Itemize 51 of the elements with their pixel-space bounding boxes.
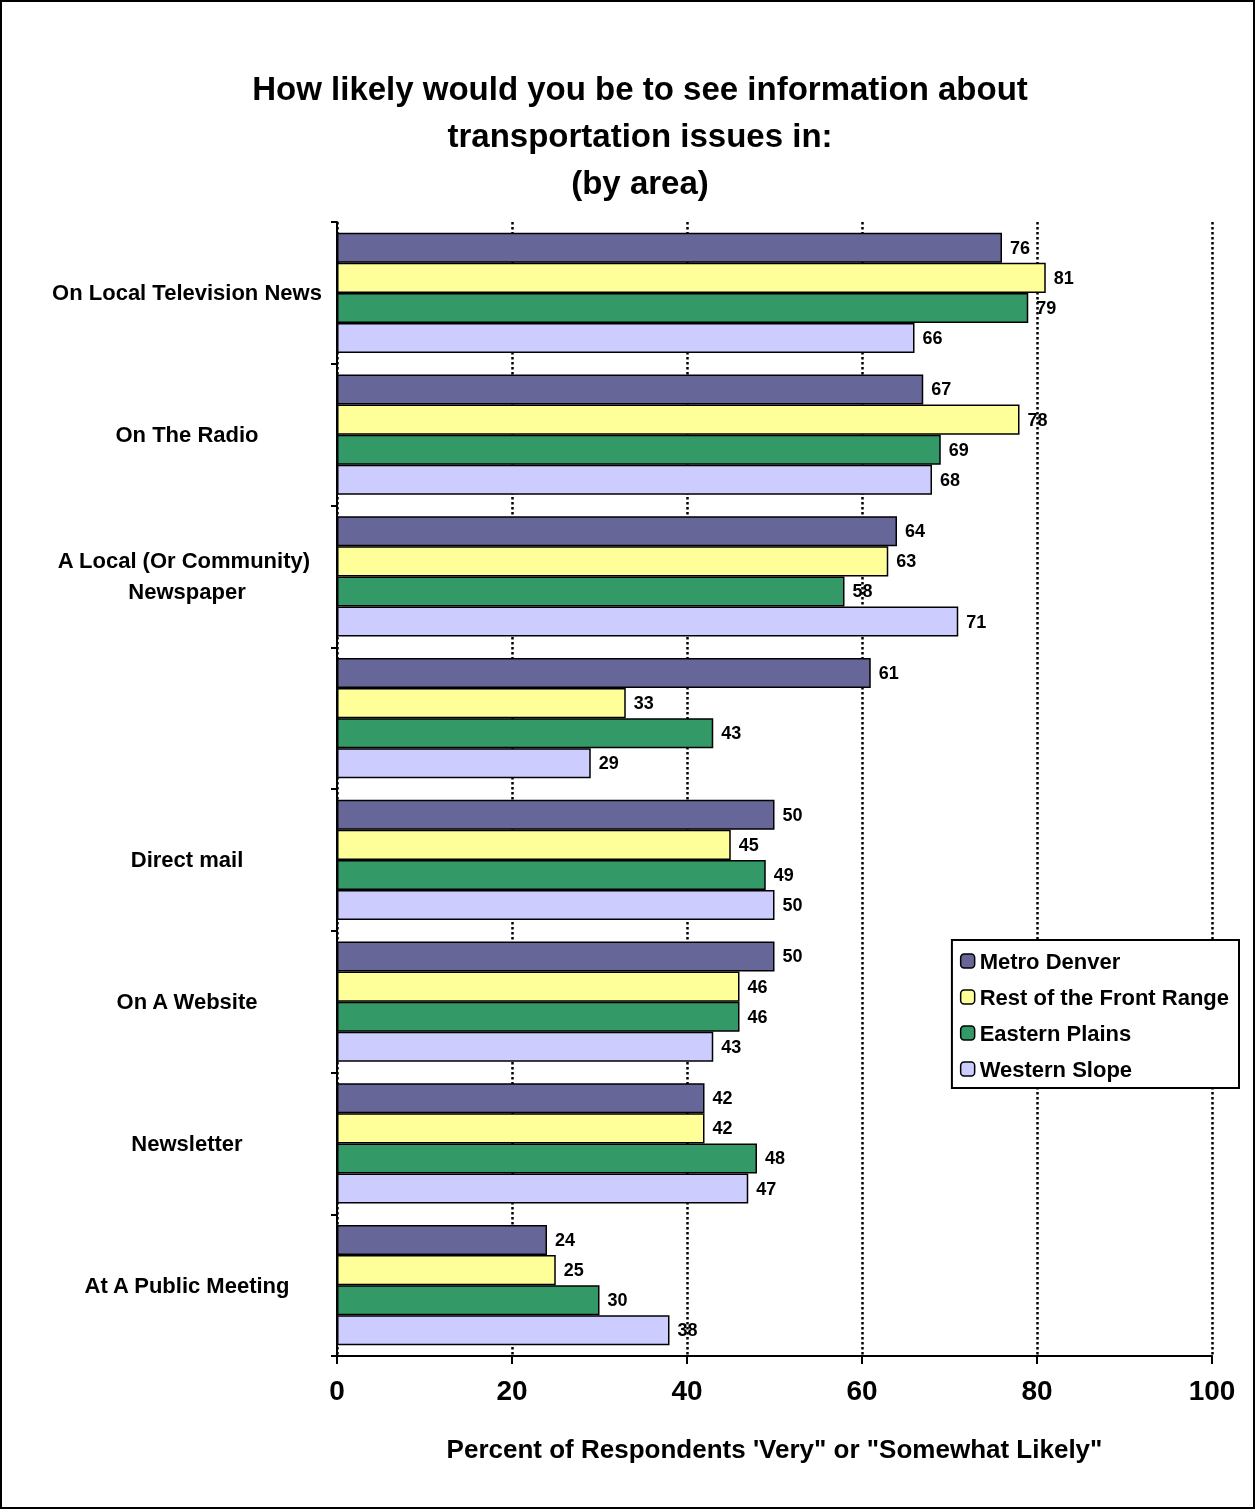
data-label: 25: [563, 1260, 584, 1281]
y-tick-label: On Local Television News: [52, 280, 322, 306]
x-tick-label: 100: [1188, 1374, 1236, 1406]
data-label: 81: [1053, 267, 1074, 288]
data-label: 46: [747, 976, 768, 997]
data-label: 78: [1027, 409, 1048, 430]
x-tick-label: 80: [1021, 1374, 1053, 1406]
y-tick-label: On A Website: [116, 989, 258, 1015]
data-label: 50: [782, 946, 803, 967]
data-label: 50: [782, 804, 803, 825]
y-tick-label: At A Public Meeting: [84, 1272, 290, 1298]
data-label: 38: [677, 1320, 698, 1341]
legend-label: Metro Denver: [979, 948, 1121, 974]
data-label: 29: [598, 753, 619, 774]
y-tick-label: Direct mail: [130, 847, 244, 873]
data-label: 68: [940, 469, 961, 490]
data-label: 67: [931, 379, 952, 400]
x-tick-label: 0: [329, 1374, 345, 1406]
data-label: 24: [555, 1229, 576, 1250]
data-label: 71: [966, 611, 987, 632]
y-tick-label: A Local (Or Community) Newspaper: [57, 548, 317, 605]
data-label: 49: [773, 864, 794, 885]
data-label: 58: [852, 581, 873, 602]
x-tick-label: 40: [671, 1374, 703, 1406]
data-label: 47: [756, 1178, 777, 1199]
data-label: 42: [712, 1088, 733, 1109]
data-label: 30: [607, 1290, 628, 1311]
data-label: 46: [747, 1006, 768, 1027]
data-label: 64: [905, 521, 926, 542]
data-label: 61: [878, 662, 899, 683]
data-label: 48: [765, 1148, 786, 1169]
data-label: 42: [712, 1118, 733, 1139]
legend-label: Rest of the Front Range: [979, 984, 1230, 1010]
data-label: 63: [896, 551, 917, 572]
data-label: 33: [633, 693, 654, 714]
data-label: 43: [721, 1036, 742, 1057]
data-label: 66: [922, 328, 943, 349]
legend-label: Eastern Plains: [979, 1020, 1132, 1046]
x-tick-label: 20: [496, 1374, 528, 1406]
x-tick-label: 60: [846, 1374, 878, 1406]
x-axis-title: Percent of Respondents 'Very" or "Somewhat Likely": [446, 1434, 1103, 1464]
y-tick-label: Newsletter: [131, 1130, 244, 1156]
data-label: 76: [1010, 237, 1031, 258]
data-label: 43: [721, 723, 742, 744]
data-label: 50: [782, 895, 803, 916]
data-label: 45: [738, 834, 759, 855]
data-label: 69: [948, 439, 969, 460]
data-label: 79: [1036, 297, 1057, 318]
legend-label: Western Slope: [979, 1056, 1133, 1082]
chart-title: How likely would you be to see information about transportation issues in: (by area): [252, 70, 1028, 201]
y-tick-label: On The Radio: [115, 422, 259, 448]
